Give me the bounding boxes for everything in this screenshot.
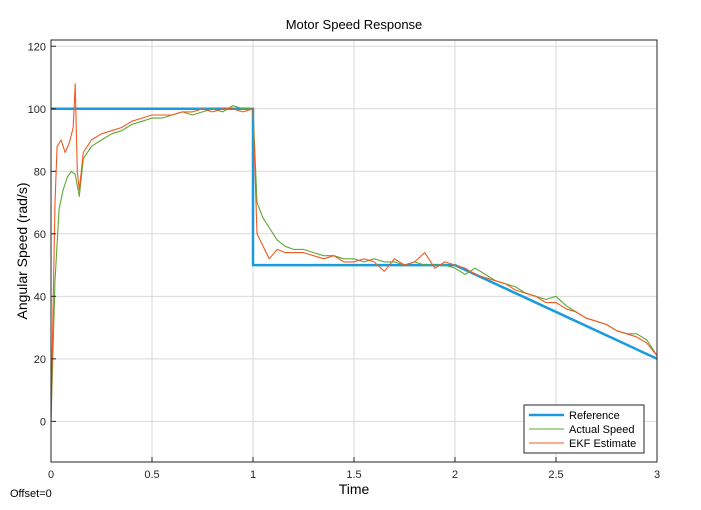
x-tick-label: 2.5 [548, 469, 563, 481]
x-tick-label: 0 [48, 469, 54, 481]
chart-title: Motor Speed Response [286, 17, 423, 32]
x-tick-label: 2 [452, 469, 458, 481]
x-tick-label: 1.5 [346, 469, 361, 481]
legend-entry-label: EKF Estimate [569, 438, 636, 450]
y-axis-label: Angular Speed (rad/s) [14, 183, 30, 320]
x-tick-label: 3 [654, 469, 660, 481]
x-axis-label: Time [339, 481, 370, 497]
y-tick-label: 100 [28, 104, 46, 116]
legend: Reference Actual Speed EKF Estimate [523, 404, 645, 454]
series-line-actual-speed [50, 105, 658, 422]
x-tick-label: 0.5 [144, 469, 159, 481]
y-tick-label: 40 [34, 291, 46, 303]
offset-label: Offset=0 [10, 488, 52, 500]
series-line-reference [51, 107, 658, 360]
series-group [50, 83, 658, 422]
axis-ticks: 0 0.5 1 1.5 2 2.5 3 0 20 40 60 80 100 120 [28, 41, 660, 481]
x-tick-label: 1 [250, 469, 256, 481]
series-line-ekf-estimate [50, 83, 658, 422]
y-tick-label: 20 [34, 354, 46, 366]
legend-entry-label: Actual Speed [569, 424, 634, 436]
y-tick-label: 120 [28, 41, 46, 53]
y-tick-label: 60 [34, 229, 46, 241]
legend-entry-label: Reference [569, 410, 620, 422]
y-tick-label: 80 [34, 166, 46, 178]
y-tick-label: 0 [40, 416, 46, 428]
